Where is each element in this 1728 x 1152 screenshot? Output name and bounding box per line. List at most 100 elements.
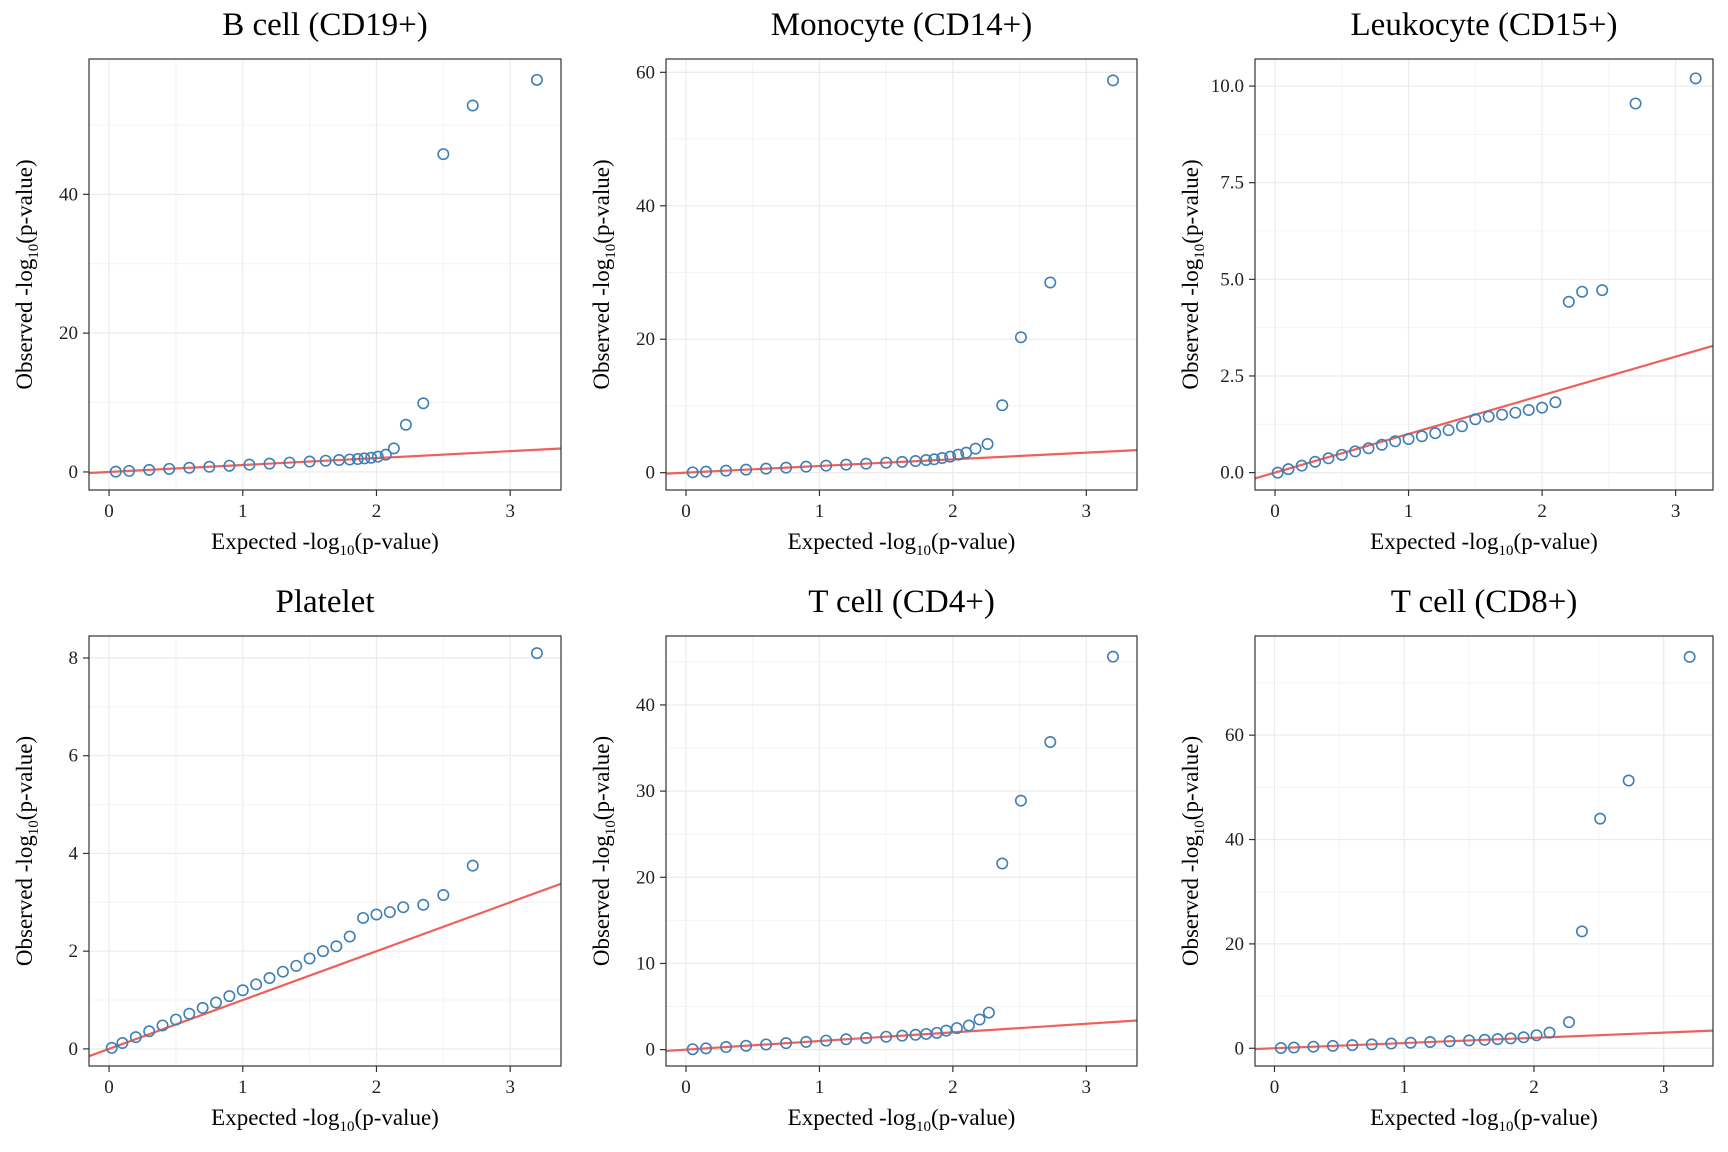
data-point: [740, 1039, 753, 1052]
data-point: [1543, 1026, 1556, 1039]
data-point: [920, 453, 933, 466]
data-point: [417, 898, 430, 911]
plot-frame: [1254, 635, 1714, 1067]
data-point: [303, 455, 316, 468]
data-point: [1594, 812, 1607, 825]
data-point: [928, 453, 941, 466]
data-point: [357, 911, 370, 924]
panel-title: T cell (CD8+): [1391, 584, 1578, 620]
y-tick-label: 6: [69, 746, 79, 767]
panel-title: Monocyte (CD14+): [771, 7, 1033, 43]
data-point: [1429, 427, 1442, 440]
plot-frame: [88, 58, 562, 491]
x-tick-label: 2: [1537, 501, 1547, 522]
data-point: [343, 930, 356, 943]
y-tick-label: 0: [1235, 1038, 1245, 1059]
data-point: [1282, 463, 1295, 476]
data-point: [1322, 452, 1335, 465]
data-point: [1469, 413, 1482, 426]
y-tick-label: 0: [646, 1040, 656, 1061]
x-tick-label: 1: [238, 501, 248, 522]
qq-panel-6: 0 1 2 3 0 20 40 60 T cell (CD8+) Expected -log10(…: [1178, 584, 1714, 1135]
data-point: [183, 461, 196, 474]
data-point: [1549, 396, 1562, 409]
data-point: [880, 1030, 893, 1043]
x-tick-label: 3: [1082, 1077, 1092, 1098]
data-point: [223, 990, 236, 1003]
data-point: [1106, 74, 1119, 87]
data-point: [1491, 1033, 1504, 1046]
data-point: [1044, 735, 1057, 748]
data-point: [950, 1022, 963, 1035]
y-tick-label: 0: [646, 463, 656, 484]
x-tick-label: 0: [1270, 501, 1280, 522]
data-point: [276, 965, 289, 978]
data-point: [1575, 925, 1588, 938]
data-point: [936, 451, 949, 464]
data-point: [1389, 435, 1402, 448]
data-point: [760, 1038, 773, 1051]
plot-frame: [665, 635, 1138, 1067]
x-tick-label: 2: [1529, 1077, 1539, 1098]
data-point: [1346, 1039, 1359, 1052]
data-point: [290, 959, 303, 972]
data-point: [1536, 401, 1549, 414]
data-point: [820, 459, 833, 472]
data-point: [1295, 459, 1308, 472]
qq-panel-2: 0 1 2 3 0 20 40 60 Monocyte (CD14+) Expected -log…: [589, 7, 1138, 559]
data-point: [263, 457, 276, 470]
data-point: [780, 1037, 793, 1050]
data-point: [1014, 794, 1027, 807]
y-tick-label: 0: [69, 462, 79, 483]
data-point: [1362, 442, 1375, 455]
x-tick-label: 1: [815, 501, 825, 522]
y-tick-label: 0: [69, 1039, 79, 1060]
data-point: [397, 901, 410, 914]
data-point: [1596, 284, 1609, 297]
data-point: [129, 1031, 142, 1044]
y-tick-label: 40: [1225, 830, 1244, 851]
data-point: [1385, 1037, 1398, 1050]
x-tick-label: 3: [505, 501, 515, 522]
data-point: [996, 857, 1009, 870]
x-tick-label: 3: [505, 1077, 515, 1098]
x-tick-label: 0: [681, 501, 691, 522]
data-point: [1629, 97, 1642, 110]
data-point: [183, 1007, 196, 1020]
y-tick-label: 2: [69, 941, 79, 962]
data-point: [1014, 331, 1027, 344]
data-point: [700, 1042, 713, 1055]
y-tick-label: 5.0: [1220, 269, 1244, 290]
data-point: [116, 1037, 129, 1050]
data-point: [143, 1025, 156, 1038]
data-point: [1517, 1031, 1530, 1044]
data-point: [203, 460, 216, 473]
x-tick-label: 2: [372, 1077, 382, 1098]
data-point: [1375, 438, 1388, 451]
data-point: [358, 452, 371, 465]
data-point: [1335, 448, 1348, 461]
y-axis-label: Observed -log10(p-value): [589, 159, 619, 389]
data-point: [686, 466, 699, 479]
data-point: [371, 450, 384, 463]
data-point: [880, 456, 893, 469]
data-point: [156, 1019, 169, 1032]
data-point: [370, 908, 383, 921]
data-point: [1044, 276, 1057, 289]
x-tick-label: 1: [815, 1077, 825, 1098]
y-tick-label: 20: [1225, 934, 1244, 955]
data-point: [1365, 1038, 1378, 1051]
data-point: [969, 442, 982, 455]
data-point: [417, 397, 430, 410]
x-tick-label: 0: [1270, 1077, 1280, 1098]
data-point: [760, 462, 773, 475]
y-tick-label: 60: [1225, 725, 1244, 746]
x-axis-label: Expected -log10(p-value): [788, 529, 1016, 559]
x-tick-label: 0: [681, 1077, 691, 1098]
data-point: [1504, 1032, 1517, 1045]
data-point: [1106, 650, 1119, 663]
y-tick-label: 2.5: [1220, 366, 1244, 387]
data-point: [123, 464, 136, 477]
data-point: [1326, 1039, 1339, 1052]
data-point: [780, 461, 793, 474]
